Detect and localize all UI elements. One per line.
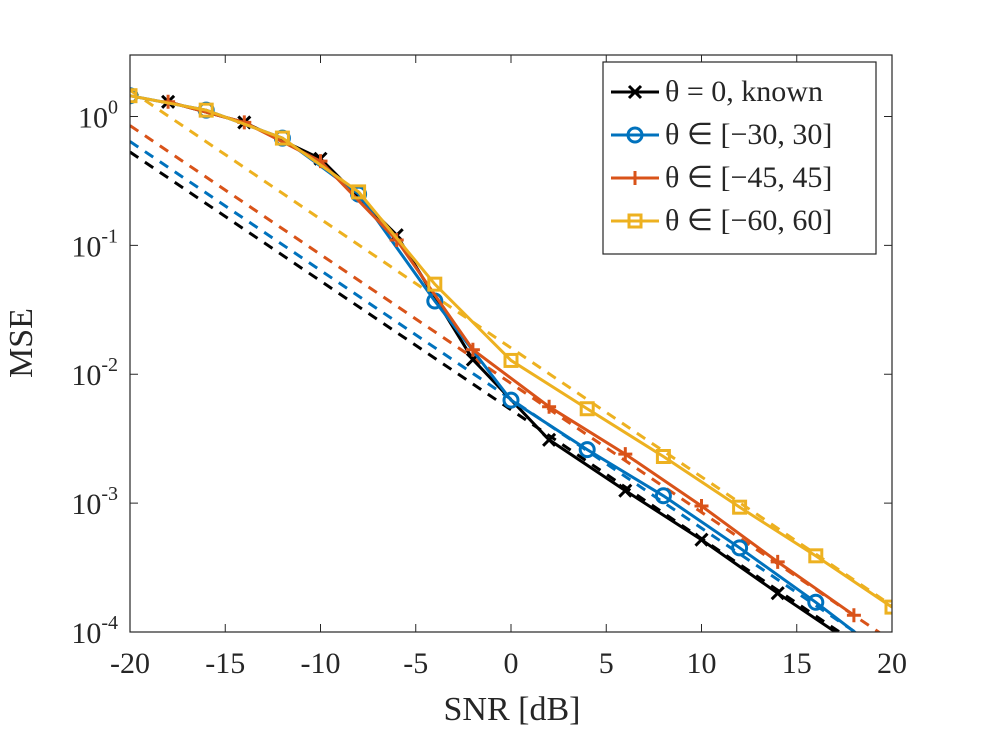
y-tick-label: 10-3 bbox=[71, 483, 118, 521]
marker bbox=[503, 352, 519, 368]
marker bbox=[198, 102, 214, 118]
marker bbox=[694, 498, 709, 513]
y-tick-label: 10-4 bbox=[71, 612, 118, 650]
y-axis-label: MSE bbox=[3, 308, 40, 378]
legend-label: θ ∈ [−45, 45] bbox=[665, 161, 832, 194]
marker bbox=[130, 88, 138, 104]
x-tick-label: 5 bbox=[599, 647, 614, 680]
y-tick-label: 10-1 bbox=[71, 225, 118, 263]
legend-marker bbox=[626, 126, 644, 144]
marker bbox=[846, 608, 861, 623]
x-tick-label: 0 bbox=[504, 647, 519, 680]
marker bbox=[578, 441, 596, 459]
legend-label: θ = 0, known bbox=[665, 75, 823, 108]
axes-box bbox=[129, 54, 893, 633]
marker bbox=[655, 449, 671, 465]
x-axis-label: SNR [dB] bbox=[444, 691, 581, 728]
x-tick-label: -15 bbox=[205, 647, 245, 680]
marker bbox=[465, 342, 480, 357]
marker bbox=[351, 184, 367, 200]
bound-line bbox=[130, 124, 882, 632]
marker bbox=[274, 130, 290, 146]
marker bbox=[502, 391, 520, 409]
marker bbox=[732, 499, 748, 515]
marker bbox=[427, 276, 443, 292]
marker bbox=[654, 487, 672, 505]
series-line bbox=[167, 100, 855, 617]
y-tick-label: 10-2 bbox=[71, 354, 118, 392]
x-tick-label: -20 bbox=[110, 647, 150, 680]
legend-marker bbox=[628, 171, 642, 185]
marker bbox=[770, 554, 785, 569]
marker bbox=[579, 401, 595, 417]
legend-marker bbox=[627, 84, 643, 100]
legend-label: θ ∈ [−30, 30] bbox=[665, 118, 832, 151]
marker bbox=[884, 599, 892, 615]
series-line bbox=[130, 94, 892, 609]
x-tick-label: -10 bbox=[301, 647, 341, 680]
marker bbox=[542, 399, 557, 414]
x-tick-label: -5 bbox=[403, 647, 428, 680]
marker bbox=[618, 447, 633, 462]
marker bbox=[807, 593, 825, 611]
plot-area bbox=[130, 87, 892, 632]
marker bbox=[808, 548, 824, 564]
marker bbox=[542, 432, 557, 447]
bound-line bbox=[130, 150, 843, 632]
legend-marker bbox=[627, 213, 643, 229]
marker bbox=[770, 586, 785, 601]
x-tick-label: 10 bbox=[687, 647, 717, 680]
marker bbox=[694, 532, 709, 547]
marker bbox=[618, 483, 633, 498]
x-tick-label: 20 bbox=[877, 647, 907, 680]
y-tick-label: 100 bbox=[78, 96, 118, 134]
legend-label: θ ∈ [−60, 60] bbox=[665, 204, 832, 237]
bound-line bbox=[130, 88, 892, 607]
marker bbox=[731, 539, 749, 557]
x-tick-label: 15 bbox=[782, 647, 812, 680]
